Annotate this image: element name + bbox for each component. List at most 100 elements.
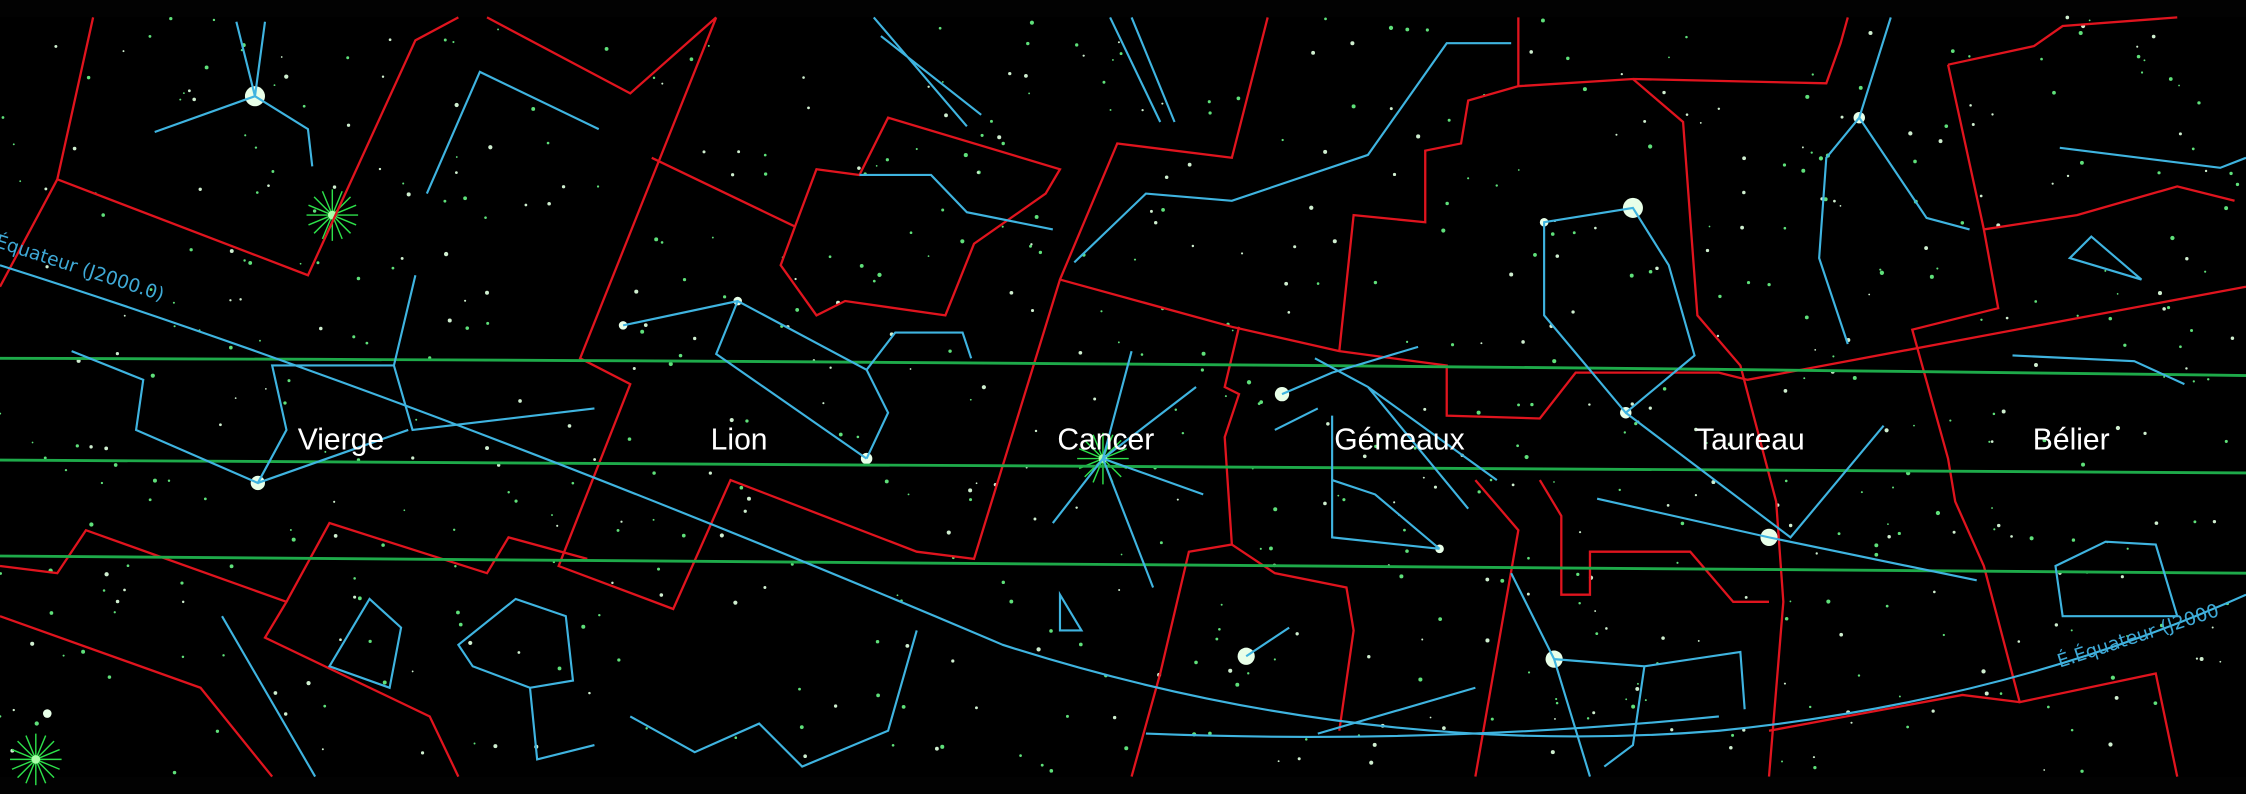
star bbox=[1527, 671, 1531, 674]
star bbox=[901, 704, 906, 709]
star bbox=[187, 89, 191, 93]
star bbox=[905, 643, 910, 648]
star bbox=[561, 185, 566, 189]
star bbox=[1530, 402, 1534, 407]
star bbox=[934, 746, 939, 751]
star bbox=[1305, 738, 1308, 741]
star bbox=[173, 325, 176, 328]
star bbox=[2219, 660, 2222, 663]
star bbox=[1874, 543, 1879, 548]
star bbox=[745, 419, 749, 423]
star bbox=[681, 533, 686, 538]
star bbox=[1699, 122, 1702, 124]
star bbox=[1913, 159, 1917, 164]
star bbox=[604, 47, 609, 51]
star bbox=[2051, 182, 2054, 185]
grid-line bbox=[0, 554, 2246, 575]
star bbox=[2143, 431, 2147, 435]
star bbox=[1392, 172, 1397, 177]
star bbox=[312, 209, 317, 213]
star bbox=[1635, 686, 1640, 691]
star bbox=[596, 185, 600, 188]
star bbox=[400, 256, 404, 260]
star bbox=[54, 44, 58, 48]
star bbox=[382, 680, 387, 685]
star bbox=[1218, 627, 1221, 631]
star bbox=[1422, 476, 1425, 479]
constellation-label: Vierge bbox=[298, 423, 384, 456]
star bbox=[1187, 162, 1192, 167]
star bbox=[34, 721, 39, 726]
star bbox=[2192, 380, 2195, 383]
star bbox=[248, 261, 253, 265]
star bbox=[593, 458, 597, 461]
star bbox=[1933, 590, 1936, 594]
star bbox=[2120, 575, 2124, 579]
star bbox=[1388, 25, 1394, 31]
star bbox=[1868, 30, 1873, 36]
star bbox=[896, 594, 899, 597]
star bbox=[1516, 444, 1520, 448]
star bbox=[2170, 235, 2175, 241]
star bbox=[2040, 57, 2043, 61]
star bbox=[1403, 528, 1406, 532]
star bbox=[2178, 132, 2182, 136]
star bbox=[2230, 336, 2235, 340]
star bbox=[45, 265, 49, 269]
star bbox=[1588, 403, 1591, 406]
star bbox=[107, 675, 112, 679]
star bbox=[486, 321, 490, 325]
star bbox=[2088, 19, 2091, 22]
star bbox=[1571, 310, 1575, 314]
boundaries bbox=[0, 16, 2246, 778]
star bbox=[1247, 672, 1250, 675]
star bbox=[723, 295, 727, 299]
star bbox=[1744, 595, 1748, 599]
star bbox=[1643, 119, 1647, 123]
star bbox=[30, 641, 35, 646]
star bbox=[122, 50, 125, 53]
star bbox=[2070, 728, 2074, 732]
star bbox=[1119, 52, 1123, 56]
star bbox=[524, 203, 528, 207]
star bbox=[353, 595, 357, 599]
star bbox=[1788, 523, 1793, 528]
star bbox=[1913, 424, 1915, 427]
star bbox=[1433, 485, 1437, 489]
star bbox=[689, 57, 694, 62]
star bbox=[2029, 536, 2034, 541]
star bbox=[333, 500, 336, 503]
star bbox=[488, 145, 493, 150]
star bbox=[794, 277, 797, 281]
star bbox=[1555, 701, 1559, 705]
equator bbox=[0, 264, 2246, 738]
star bbox=[2123, 343, 2127, 347]
star bbox=[273, 84, 276, 87]
star bbox=[321, 748, 324, 751]
star bbox=[100, 481, 104, 485]
star bbox=[872, 279, 876, 283]
star bbox=[102, 589, 106, 592]
star bbox=[948, 349, 952, 353]
star bbox=[497, 28, 499, 31]
star bbox=[1509, 272, 1514, 277]
star bbox=[101, 213, 105, 217]
star bbox=[734, 736, 738, 740]
star bbox=[2166, 306, 2171, 310]
star bbox=[1668, 56, 1670, 59]
star bbox=[2197, 101, 2201, 105]
star bbox=[2157, 291, 2163, 296]
star bbox=[115, 599, 120, 604]
star bbox=[1938, 139, 1943, 144]
star bbox=[1789, 600, 1792, 603]
star bbox=[531, 107, 536, 111]
star bbox=[2110, 675, 2115, 680]
star bbox=[1109, 109, 1112, 111]
star bbox=[1804, 315, 1809, 320]
star bbox=[1176, 498, 1179, 501]
star bbox=[2195, 657, 2199, 660]
star bbox=[1718, 294, 1722, 299]
star bbox=[1207, 100, 1211, 104]
star bbox=[31, 755, 41, 764]
star bbox=[1637, 682, 1639, 685]
